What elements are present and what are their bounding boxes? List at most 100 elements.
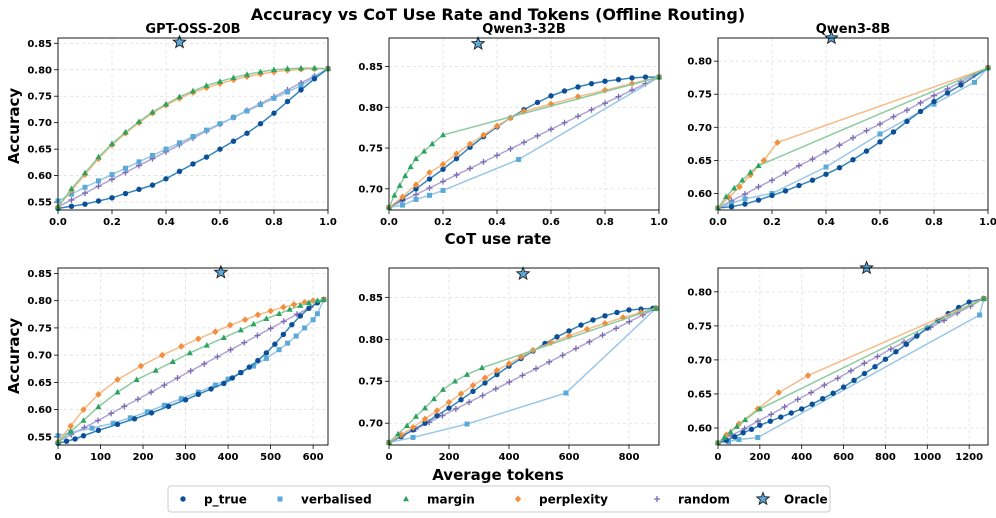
point-p_true: [131, 416, 138, 422]
point-random: [890, 113, 897, 120]
point-p_true: [434, 412, 440, 419]
point-p_true: [877, 139, 883, 145]
plot-frame: [57, 267, 329, 446]
point-perplexity: [775, 389, 782, 396]
point-p_true: [893, 349, 899, 355]
point-p_true: [109, 195, 115, 201]
point-margin: [284, 65, 291, 71]
point-random: [754, 418, 761, 425]
point-perplexity: [399, 193, 406, 201]
point-perplexity: [725, 194, 732, 201]
point-p_true: [80, 433, 87, 439]
point-p_true: [458, 397, 464, 403]
point-perplexity: [280, 303, 287, 311]
point-margin: [230, 74, 237, 80]
oracle-star: [172, 34, 187, 49]
point-margin: [176, 93, 183, 100]
point-p_true: [195, 391, 202, 398]
x-tick-label: 0.6: [871, 217, 889, 228]
point-p_true: [229, 375, 236, 381]
point-p_true: [914, 333, 920, 339]
point-p_true: [217, 146, 223, 152]
point-random: [533, 365, 539, 372]
legend: p_true verbalised margin perplexity random Or…: [167, 485, 831, 513]
point-perplexity: [426, 169, 433, 176]
point-verbalised: [293, 333, 299, 339]
point-verbalised: [563, 390, 569, 396]
point-p_true: [931, 98, 937, 105]
point-p_true: [626, 307, 632, 313]
point-p_true: [850, 157, 856, 163]
point-p_true: [602, 313, 608, 319]
point-random: [201, 360, 208, 367]
point-verbalised: [410, 434, 416, 440]
y-tick-label: 0.55: [27, 198, 52, 209]
point-verbalised: [977, 312, 983, 318]
point-random: [214, 353, 221, 360]
point-verbalised: [89, 425, 95, 431]
point-verbalised: [285, 89, 290, 95]
point-p_true: [778, 414, 784, 420]
point-p_true: [944, 90, 951, 96]
point-random: [850, 134, 856, 141]
point-verbalised: [190, 133, 196, 139]
point-verbalised: [136, 159, 142, 165]
series-line-perplexity: [388, 307, 657, 444]
point-verbalised: [244, 108, 250, 114]
x-tick-label: 800: [875, 452, 896, 463]
y-tick-label: 0.80: [27, 65, 52, 76]
point-verbalised: [516, 156, 522, 162]
point-random: [439, 412, 446, 419]
point-p_true: [190, 161, 196, 167]
point-random: [506, 379, 513, 386]
point-random: [755, 183, 762, 190]
point-perplexity: [736, 183, 743, 191]
row2-ylabel: Accuracy: [5, 318, 23, 394]
x-tick-label: 0.8: [265, 217, 283, 228]
point-p_true: [208, 386, 214, 392]
point-margin: [152, 367, 159, 373]
point-p_true: [114, 421, 121, 428]
point-p_true: [149, 182, 156, 188]
x-tick-label: 300: [175, 452, 196, 463]
point-margin: [95, 153, 102, 160]
series-p_true: [55, 65, 331, 212]
point-random: [586, 338, 593, 345]
point-random: [626, 318, 633, 325]
point-margin: [721, 434, 728, 440]
legend-marker-verbalised: [277, 496, 283, 502]
oracle-star: [824, 30, 839, 45]
point-verbalised: [123, 165, 128, 171]
point-margin: [396, 182, 403, 188]
y-tick-label: 0.75: [358, 144, 383, 155]
point-p_true: [426, 176, 433, 182]
point-p_true: [767, 418, 774, 424]
point-margin: [653, 304, 659, 311]
point-p_true: [244, 130, 250, 136]
point-margin: [413, 155, 419, 161]
point-verbalised: [127, 415, 133, 421]
point-perplexity: [114, 376, 121, 384]
point-margin: [122, 128, 129, 135]
y-tick-label: 0.65: [27, 145, 52, 156]
point-margin: [755, 162, 762, 168]
point-margin: [263, 315, 270, 321]
plot-frame: [717, 267, 989, 446]
point-perplexity: [457, 390, 465, 398]
point-margin: [407, 163, 414, 170]
legend-entry-oracle: Oracle: [755, 491, 828, 507]
panel-5: 0 200 400 600 800 0.70 0.75 0.80 0.85: [358, 266, 660, 463]
x-tick-label: 100: [90, 452, 111, 463]
point-p_true: [629, 75, 635, 81]
oracle-star: [213, 264, 229, 279]
point-verbalised: [177, 140, 182, 146]
point-random: [161, 382, 168, 389]
legend-label: perplexity: [539, 493, 608, 507]
x-tick-label: 0.4: [817, 217, 835, 228]
point-p_true: [534, 99, 541, 106]
point-p_true: [614, 309, 620, 316]
y-tick-label: 0.60: [687, 423, 712, 434]
point-perplexity: [760, 156, 768, 164]
x-tick-label: 0.0: [709, 217, 727, 228]
point-p_true: [272, 341, 278, 347]
